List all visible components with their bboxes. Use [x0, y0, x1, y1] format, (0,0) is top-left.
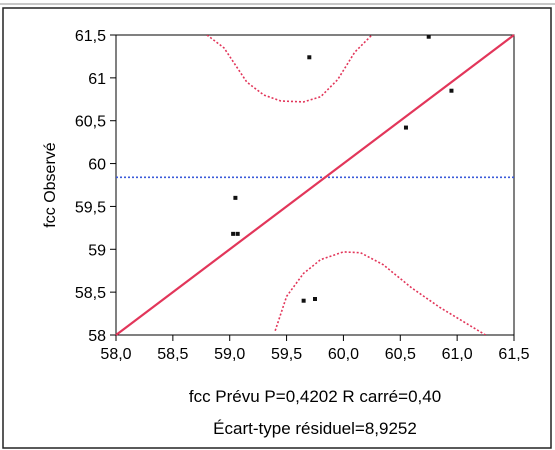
data-point [313, 297, 317, 301]
data-point [233, 195, 238, 200]
x-axis-label: fcc Prévu P=0,4202 R carré=0,40 [189, 387, 441, 406]
confidence-bands [206, 35, 487, 335]
data-point [426, 34, 431, 39]
y-tick-label: 61 [88, 71, 106, 88]
fit-layer [115, 34, 515, 336]
x-tick-label: 59,0 [214, 346, 245, 363]
confidence-upper-curve [206, 35, 373, 103]
y-tick-label: 58,5 [75, 285, 106, 302]
y-tick-label: 59 [88, 242, 106, 259]
y-tick-label: 60 [88, 157, 106, 174]
axis-ticks: 58,0 58,5 59,0 59,5 60,0 60,5 61,0 61,5 58 58,5 59… [75, 28, 530, 363]
data-point [403, 125, 408, 130]
data-point [231, 231, 236, 236]
data-point [307, 55, 312, 60]
x-tick-label: 60,0 [328, 346, 359, 363]
y-axis-label: fcc Observé [42, 142, 59, 227]
data-points [231, 34, 454, 303]
data-point [449, 88, 454, 93]
data-point [235, 231, 240, 236]
x-tick-label: 59,5 [271, 346, 302, 363]
x-tick-label: 61,5 [498, 346, 529, 363]
x-tick-label: 58,0 [100, 346, 131, 363]
fit-line [115, 34, 515, 336]
x-tick-label: 61,0 [442, 346, 473, 363]
y-tick-label: 59,5 [75, 199, 106, 216]
x-tick-label: 60,5 [385, 346, 416, 363]
x-tick-label: 58,5 [157, 346, 188, 363]
y-tick-label: 60,5 [75, 114, 106, 131]
y-tick-label: 61,5 [75, 28, 106, 45]
y-tick-label: 58 [88, 328, 106, 345]
data-point [301, 298, 306, 303]
residual-label: Écart-type résiduel=8,9252 [213, 419, 417, 438]
